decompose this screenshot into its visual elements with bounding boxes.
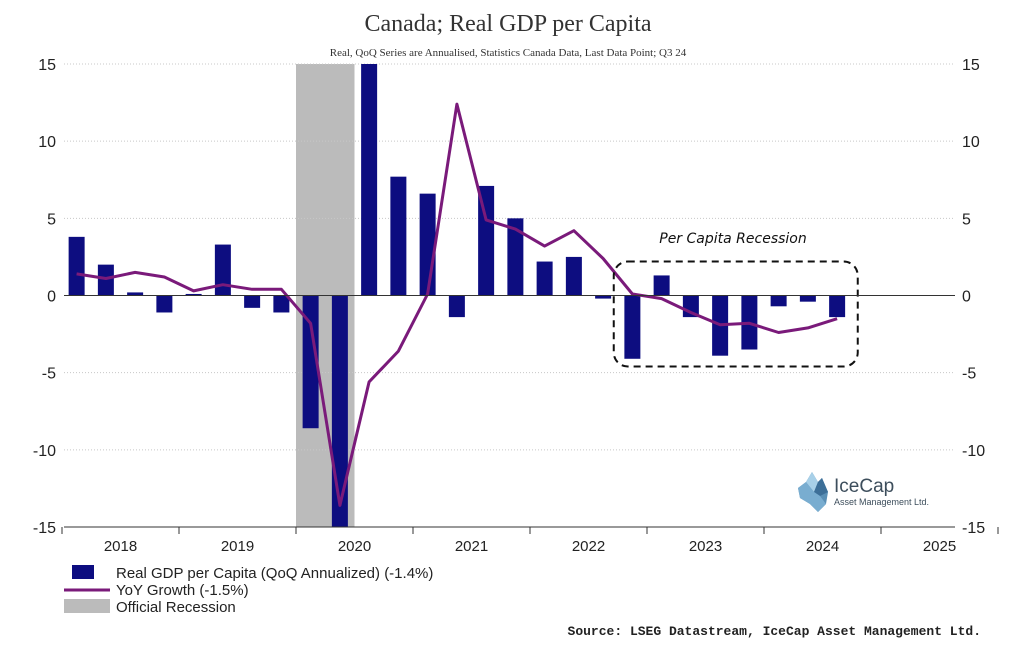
logo-tagline: Asset Management Ltd. <box>834 497 929 507</box>
legend-swatch-recession <box>64 599 110 613</box>
x-tick-label: 2023 <box>689 538 722 555</box>
y-tick-label-right: -5 <box>962 366 976 383</box>
bar <box>829 295 846 318</box>
bar <box>361 64 378 296</box>
source-note: Source: LSEG Datastream, IceCap Asset Ma… <box>568 624 981 639</box>
x-tick-label: 2022 <box>572 538 605 555</box>
y-tick-label-right: 0 <box>962 289 971 306</box>
x-tick-label: 2020 <box>338 538 371 555</box>
yoy-line-layer <box>76 102 838 507</box>
y-tick-label-right: -10 <box>962 443 985 460</box>
y-tick-label-right: -15 <box>962 520 985 537</box>
x-tick-label: 2019 <box>221 538 254 555</box>
y-tick-label-left: 10 <box>38 134 56 151</box>
y-tick-label-left: 15 <box>38 57 56 74</box>
chart-subtitle: Real, QoQ Series are Annualised, Statist… <box>330 47 687 59</box>
icecap-logo: IceCap Asset Management Ltd. <box>798 472 929 512</box>
bar <box>244 295 261 308</box>
iceberg-icon <box>798 472 828 512</box>
bars <box>68 64 846 527</box>
legend-swatch-bar <box>72 565 94 579</box>
bar <box>273 295 290 313</box>
y-tick-label-left: 5 <box>47 211 56 228</box>
y-tick-label-right: 15 <box>962 57 980 74</box>
bar <box>127 292 144 296</box>
y-tick-label-left: -15 <box>33 520 56 537</box>
bar <box>799 295 816 302</box>
per-capita-recession-label: Per Capita Recession <box>659 231 806 247</box>
yoy-line <box>76 102 838 507</box>
x-tick-label: 2024 <box>806 538 839 555</box>
bar <box>536 261 553 296</box>
y-tick-label-right: 10 <box>962 134 980 151</box>
y-tick-label-left: -10 <box>33 443 56 460</box>
legend-label-bar: Real GDP per Capita (QoQ Annualized) (-1… <box>116 565 433 582</box>
bar <box>214 244 231 296</box>
bar <box>68 236 85 296</box>
per-capita-recession-box <box>612 260 859 368</box>
bar <box>770 295 787 307</box>
x-tick-label: 2018 <box>104 538 137 555</box>
legend: Real GDP per Capita (QoQ Annualized) (-1… <box>64 565 433 616</box>
legend-label-line: YoY Growth (-1.5%) <box>116 582 249 599</box>
bar <box>185 293 202 296</box>
y-tick-label-left: 0 <box>47 289 56 306</box>
bar <box>156 295 173 313</box>
y-tick-label-right: 5 <box>962 211 971 228</box>
bar <box>448 295 465 318</box>
recession-box-layer <box>612 260 859 368</box>
y-tick-label-left: -5 <box>42 366 56 383</box>
bar <box>419 193 436 296</box>
bar <box>653 275 670 296</box>
bar <box>624 295 641 359</box>
logo-name: IceCap <box>834 476 894 497</box>
axes: 15 15 10 10 5 5 0 0 -5 -5 -10 -10 -15 -15 2018 2019 2020… <box>33 57 999 555</box>
bar <box>390 176 407 296</box>
bar <box>331 295 348 527</box>
bar <box>507 218 524 296</box>
x-tick-label: 2021 <box>455 538 488 555</box>
bar <box>595 295 612 299</box>
legend-label-recession: Official Recession <box>116 599 236 616</box>
bar <box>302 295 319 429</box>
bar <box>97 264 114 296</box>
bar <box>478 185 495 296</box>
chart-title: Canada; Real GDP per Capita <box>364 11 651 37</box>
x-tick-label: 2025 <box>923 538 956 555</box>
bar <box>565 256 582 296</box>
